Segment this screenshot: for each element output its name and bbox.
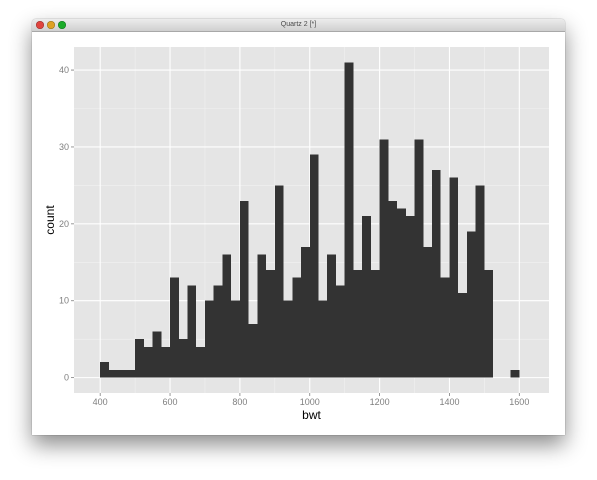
histogram-bar — [135, 339, 144, 378]
x-tick-label: 1000 — [300, 397, 320, 407]
histogram-bar — [344, 62, 354, 378]
histogram-bar — [405, 216, 415, 378]
x-tick-labels: 400 600 800 1000 1200 1400 1600 — [93, 397, 530, 407]
histogram-bar — [449, 177, 459, 378]
close-button[interactable] — [36, 21, 44, 29]
y-tick-label: 20 — [59, 219, 69, 229]
histogram-bar — [362, 216, 371, 378]
histogram-bar — [196, 346, 205, 378]
x-tick-label: 400 — [93, 397, 108, 407]
histogram-bar — [204, 300, 214, 378]
y-axis-title: count — [43, 205, 57, 235]
axis-ticks — [71, 69, 520, 396]
histogram-bar — [161, 346, 171, 378]
histogram-bar — [379, 139, 389, 378]
histogram-bar — [510, 369, 520, 378]
window-title: Quartz 2 [*] — [280, 21, 317, 28]
histogram-bar — [170, 277, 179, 378]
histogram-bar — [309, 154, 319, 378]
histogram-bar — [108, 369, 118, 378]
x-axis-title: bwt — [302, 408, 321, 422]
histogram-bar — [239, 200, 249, 378]
y-tick-label: 10 — [59, 296, 69, 306]
histogram-bar — [423, 246, 432, 378]
histogram-bar — [318, 300, 328, 378]
histogram-bar — [414, 139, 424, 378]
y-tick-label: 30 — [59, 142, 69, 152]
histogram-bar — [283, 300, 293, 378]
histogram-bar — [353, 269, 363, 378]
x-tick-label: 800 — [232, 397, 247, 407]
histogram-bar — [301, 246, 310, 378]
histogram-bars — [100, 62, 520, 378]
x-tick-label: 1200 — [370, 397, 390, 407]
x-tick-label: 1600 — [509, 397, 529, 407]
histogram-bar — [327, 254, 336, 378]
zoom-button[interactable] — [58, 21, 66, 29]
histogram-bar — [475, 185, 485, 378]
histogram-bar — [370, 269, 380, 378]
histogram-bar — [458, 293, 467, 378]
histogram-bar — [292, 277, 302, 378]
histogram-bar — [257, 254, 267, 378]
histogram-bar — [126, 369, 136, 378]
histogram-bar — [187, 285, 197, 378]
minimize-button[interactable] — [47, 21, 55, 29]
quartz-window: Quartz 2 [*] 400 600 800 1000 1200 1400 1600 0… — [32, 19, 565, 435]
histogram-bar — [100, 362, 109, 378]
histogram-bar — [335, 285, 345, 378]
histogram-bar — [431, 170, 441, 378]
x-tick-label: 600 — [163, 397, 178, 407]
histogram-bar — [152, 331, 162, 378]
histogram-bar — [231, 300, 240, 378]
histogram-bar — [143, 346, 153, 378]
histogram-bar — [222, 254, 232, 378]
histogram-bar — [397, 208, 406, 378]
histogram-bar — [266, 269, 275, 378]
y-tick-label: 40 — [59, 65, 69, 75]
histogram-bar — [466, 231, 476, 378]
histogram-bar — [388, 200, 398, 378]
histogram-bar — [213, 285, 223, 378]
x-tick-label: 1400 — [439, 397, 459, 407]
histogram-bar — [274, 185, 284, 378]
histogram-bar — [440, 277, 450, 378]
histogram-bar — [117, 369, 127, 378]
window-titlebar[interactable]: Quartz 2 [*] — [32, 19, 565, 32]
y-tick-labels: 0 10 20 30 40 — [59, 65, 69, 383]
histogram-bar — [178, 339, 188, 378]
y-tick-label: 0 — [64, 373, 69, 383]
histogram-bar — [484, 269, 494, 378]
histogram-bar — [248, 323, 258, 378]
